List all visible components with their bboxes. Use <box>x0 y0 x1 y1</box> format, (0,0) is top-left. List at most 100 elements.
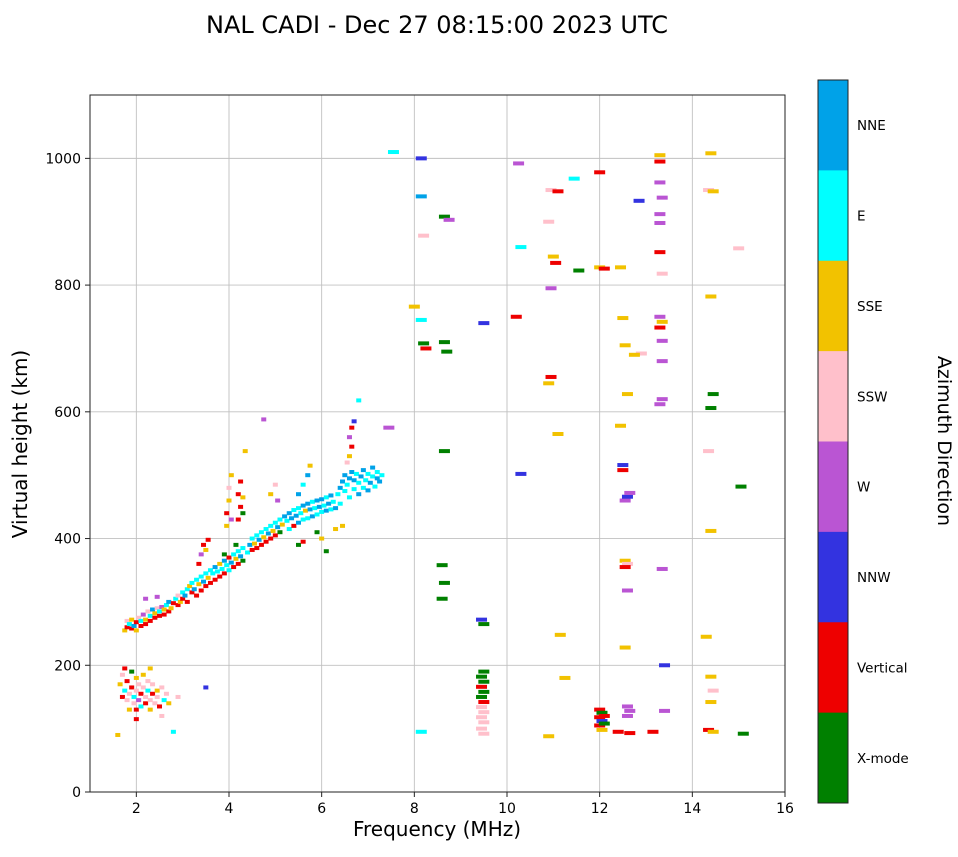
data-point <box>157 609 162 614</box>
data-point <box>129 685 135 690</box>
data-point <box>205 537 211 542</box>
data-point <box>307 507 313 512</box>
data-point <box>286 511 292 516</box>
data-point <box>235 517 241 522</box>
data-point <box>163 691 169 696</box>
data-point <box>263 527 269 532</box>
data-point <box>346 476 352 481</box>
colorbar-label: SSE <box>857 299 883 315</box>
data-point <box>242 449 248 454</box>
colorbar-segment-x-mode <box>818 712 848 804</box>
data-point <box>478 622 490 627</box>
data-point <box>619 498 631 503</box>
data-point <box>349 425 355 430</box>
data-point <box>478 720 490 725</box>
data-point <box>203 685 209 690</box>
data-point <box>545 188 557 193</box>
data-point <box>707 392 719 397</box>
data-point <box>659 663 671 668</box>
data-point <box>261 535 267 540</box>
data-point <box>624 731 636 736</box>
data-point <box>612 729 624 734</box>
data-point <box>615 265 627 270</box>
data-point <box>300 482 306 487</box>
data-point <box>654 220 666 225</box>
data-point <box>150 607 156 612</box>
data-point <box>277 517 283 522</box>
data-point <box>170 601 176 606</box>
data-point <box>346 454 352 459</box>
data-point <box>328 507 334 512</box>
y-tick-label: 1000 <box>45 151 81 167</box>
data-point <box>143 617 149 622</box>
data-point <box>360 485 366 490</box>
data-point <box>154 594 160 599</box>
data-point <box>291 508 297 513</box>
data-point <box>196 582 202 587</box>
data-point <box>140 612 146 617</box>
data-point <box>270 528 276 533</box>
data-point <box>617 316 629 321</box>
data-point <box>656 338 668 343</box>
data-point <box>129 617 135 622</box>
data-point <box>226 568 232 573</box>
data-point <box>335 492 341 497</box>
data-point <box>249 536 255 541</box>
data-point <box>233 556 239 561</box>
data-point <box>621 494 633 499</box>
colorbar-label: E <box>857 209 866 225</box>
data-point <box>624 490 636 495</box>
data-point <box>316 504 322 509</box>
data-point <box>377 479 383 484</box>
data-point <box>333 527 339 532</box>
chart-title: NAL CADI - Dec 27 08:15:00 2023 UTC <box>206 11 668 39</box>
data-point <box>328 493 334 498</box>
data-point <box>133 688 139 693</box>
data-point <box>249 547 255 552</box>
data-point <box>478 679 490 684</box>
x-tick-label: 2 <box>132 801 141 817</box>
data-point <box>552 189 564 194</box>
colorbar-border <box>817 79 849 804</box>
data-point <box>258 530 264 535</box>
data-point <box>337 501 343 506</box>
data-point <box>654 325 666 330</box>
data-point <box>705 528 717 533</box>
data-point <box>305 473 311 478</box>
colorbar-label: Vertical <box>857 660 908 676</box>
data-point <box>654 250 666 255</box>
x-axis-label: Frequency (MHz) <box>353 817 521 841</box>
data-point <box>279 522 285 527</box>
data-point <box>478 710 490 715</box>
colorbar-label: NNE <box>857 118 886 134</box>
data-point <box>140 672 146 677</box>
data-point <box>214 569 220 574</box>
data-point <box>598 721 610 726</box>
data-point <box>240 558 246 563</box>
data-point <box>735 484 747 489</box>
data-point <box>263 539 269 544</box>
data-point <box>231 565 237 570</box>
data-point <box>210 571 216 576</box>
data-point <box>342 473 348 478</box>
data-point <box>513 161 525 166</box>
data-point <box>356 398 362 403</box>
colorbar-segment-ssw <box>818 351 848 442</box>
data-point <box>180 590 186 595</box>
data-point <box>596 710 608 715</box>
data-point <box>231 552 237 557</box>
data-point <box>161 698 167 703</box>
data-point <box>545 286 557 291</box>
data-point <box>143 694 149 699</box>
data-point <box>654 402 666 407</box>
data-point <box>476 684 488 689</box>
data-point <box>126 691 132 696</box>
data-point <box>326 501 332 506</box>
data-point <box>138 691 144 696</box>
data-point <box>349 444 355 449</box>
plot-border <box>89 94 786 793</box>
data-point <box>150 691 156 696</box>
data-point <box>166 599 172 604</box>
